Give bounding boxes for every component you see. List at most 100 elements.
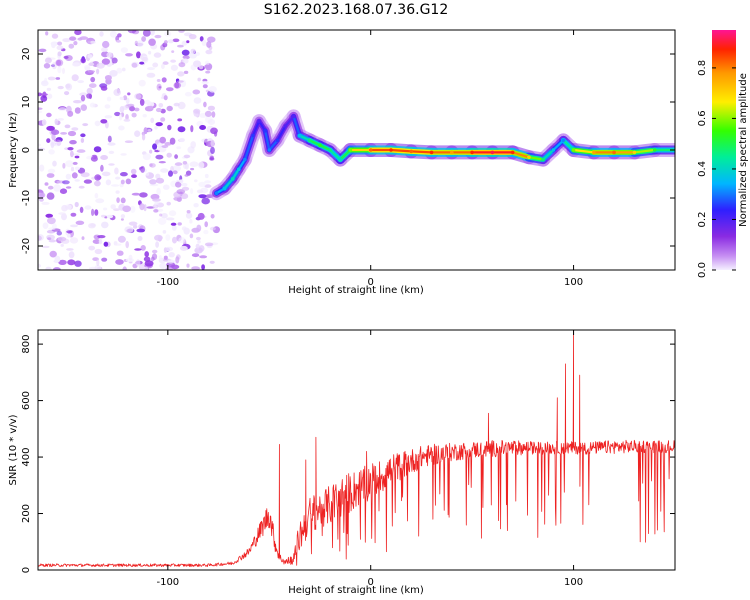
- noise-blob: [184, 174, 189, 177]
- noise-blob: [71, 74, 79, 82]
- noise-blob: [141, 36, 147, 42]
- noise-blob: [193, 108, 201, 114]
- noise-blob: [156, 83, 162, 91]
- noise-blob: [190, 125, 194, 133]
- noise-blob: [172, 38, 180, 43]
- noise-blob: [167, 259, 175, 264]
- ridge-point: [243, 157, 247, 162]
- noise-blob: [101, 58, 110, 65]
- noise-blob: [74, 179, 80, 182]
- ridge-point: [551, 148, 556, 152]
- noise-blob: [146, 72, 156, 78]
- noise-blob: [88, 223, 96, 229]
- noise-blob: [83, 179, 92, 184]
- noise-blob: [168, 252, 175, 258]
- noise-blob: [166, 105, 173, 112]
- noise-blob: [41, 201, 50, 205]
- noise-blob: [86, 93, 92, 99]
- noise-blob: [69, 237, 79, 244]
- y-tick-label: 200: [21, 504, 32, 523]
- noise-blob: [66, 233, 71, 238]
- y-tick-label: 400: [21, 448, 32, 467]
- noise-blob: [172, 236, 177, 244]
- noise-blob: [115, 176, 121, 180]
- noise-blob: [193, 97, 202, 104]
- noise-blob: [144, 260, 154, 267]
- noise-blob: [138, 79, 146, 87]
- noise-blob: [139, 192, 148, 198]
- noise-blob: [50, 41, 59, 47]
- colorbar-label: Normalized spectral amplitude: [738, 73, 749, 227]
- noise-blob: [134, 107, 140, 112]
- noise-blob: [179, 179, 184, 184]
- noise-blob: [155, 177, 165, 184]
- noise-blob: [84, 205, 92, 210]
- noise-blob: [181, 49, 190, 56]
- noise-blob: [102, 40, 110, 49]
- noise-blob: [48, 227, 56, 231]
- noise-blob: [57, 66, 62, 74]
- noise-blob: [66, 248, 74, 251]
- noise-blob: [168, 39, 174, 44]
- ridge-segment: [329, 148, 342, 161]
- x-tick-label: 0: [368, 577, 374, 588]
- noise-blob: [188, 34, 197, 40]
- noise-blob: [125, 53, 133, 57]
- noise-blob: [46, 87, 52, 91]
- noise-blob: [74, 166, 80, 171]
- x-tick-label: 0: [368, 277, 374, 288]
- noise-blob: [122, 67, 126, 72]
- noise-blob: [79, 206, 84, 213]
- noise-blob: [48, 149, 55, 155]
- noise-blob: [191, 266, 200, 270]
- noise-blob: [104, 104, 111, 109]
- ridge-segment: [410, 150, 433, 154]
- noise-blob: [203, 101, 207, 108]
- spectrogram-ridge: [209, 109, 675, 201]
- noise-blob: [68, 43, 75, 49]
- ridge-segment: [562, 139, 575, 152]
- ridge-point: [237, 167, 241, 171]
- noise-blob: [194, 113, 199, 117]
- noise-blob: [56, 230, 62, 236]
- noise-blob: [65, 83, 71, 89]
- noise-blob: [58, 107, 67, 112]
- noise-blob: [189, 219, 193, 224]
- noise-blob: [125, 114, 129, 121]
- noise-blob: [106, 96, 112, 102]
- noise-blob: [183, 70, 189, 74]
- noise-blob: [197, 212, 205, 220]
- ridge-point: [592, 150, 596, 155]
- noise-blob: [182, 58, 189, 64]
- ridge-segment: [264, 129, 271, 152]
- noise-blob: [152, 198, 161, 202]
- noise-blob: [134, 40, 138, 46]
- noise-blob: [136, 51, 141, 59]
- noise-blob: [142, 153, 151, 161]
- ridge-segment: [308, 139, 322, 147]
- noise-blob: [57, 51, 62, 57]
- noise-blob: [141, 133, 146, 141]
- noise-blob: [99, 31, 104, 37]
- ridge-point: [251, 133, 255, 138]
- ridge-point: [389, 148, 393, 152]
- noise-blob: [61, 204, 68, 212]
- noise-blob: [110, 204, 116, 210]
- noise-blob: [100, 155, 108, 160]
- ridge-point: [267, 148, 272, 152]
- spectrogram-x-ticks: -100 0 100: [156, 30, 583, 288]
- noise-blob: [45, 266, 52, 270]
- noise-blob: [158, 217, 167, 225]
- noise-blob: [74, 201, 79, 208]
- noise-blob: [63, 55, 69, 60]
- noise-blob: [100, 119, 108, 124]
- noise-blob: [192, 89, 201, 95]
- noise-blob: [104, 115, 113, 119]
- noise-blob: [155, 122, 163, 127]
- noise-blob: [158, 161, 166, 164]
- x-tick-label: 100: [564, 577, 583, 588]
- noise-blob: [50, 141, 55, 149]
- noise-blob: [159, 262, 167, 269]
- noise-blob: [140, 245, 146, 251]
- colorbar-tick-label: 0.4: [697, 161, 708, 177]
